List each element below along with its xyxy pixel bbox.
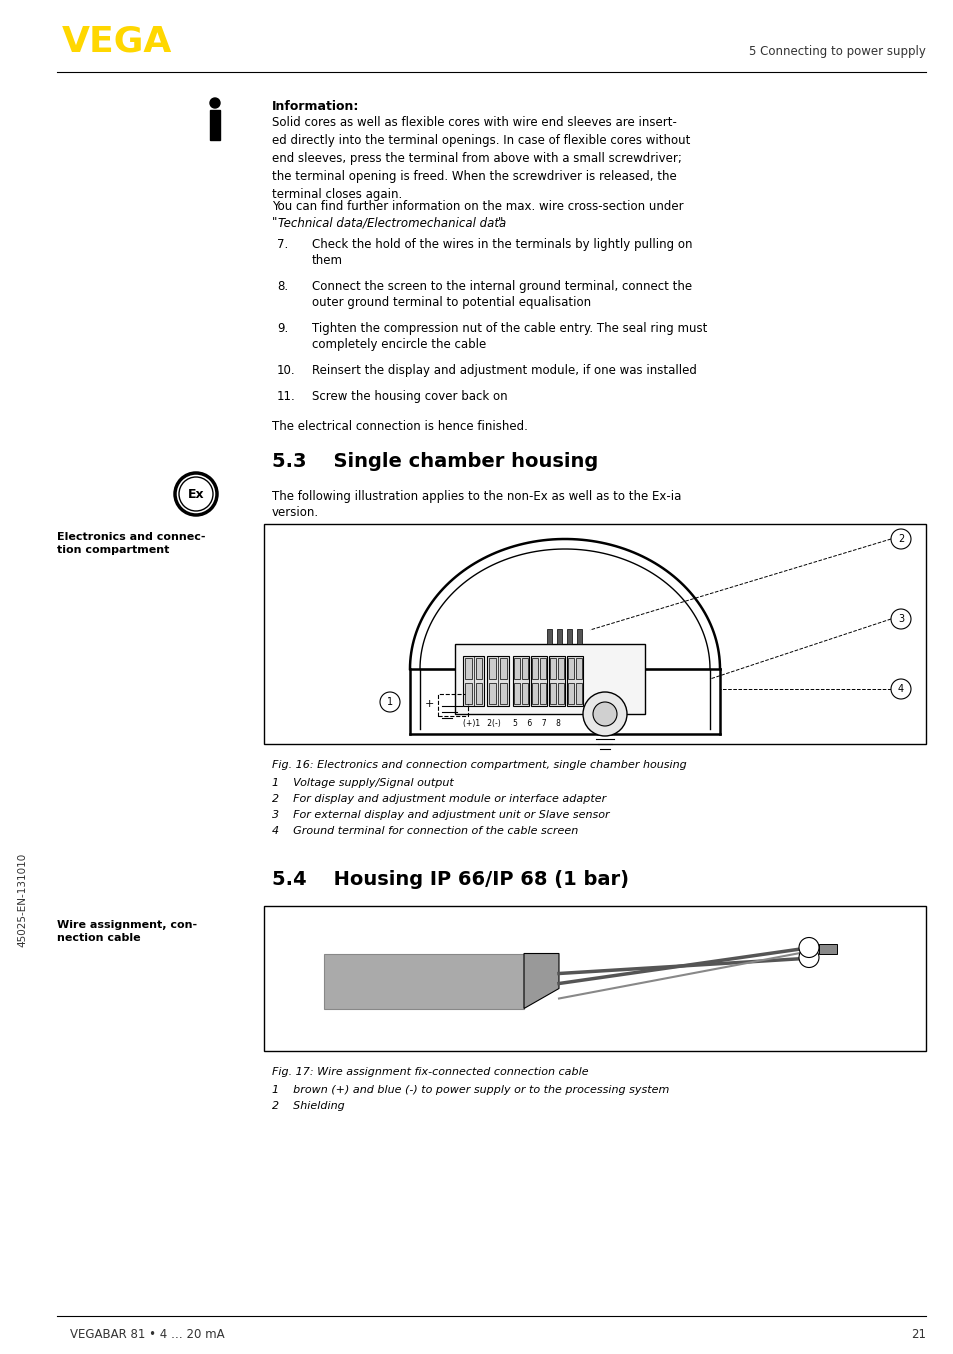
Text: 5.4    Housing IP 66/IP 68 (1 bar): 5.4 Housing IP 66/IP 68 (1 bar) <box>272 871 628 890</box>
Text: Screw the housing cover back on: Screw the housing cover back on <box>312 390 507 403</box>
Bar <box>264 906 925 1051</box>
Text: 1    brown (+) and blue (-) to power supply or to the processing system: 1 brown (+) and blue (-) to power supply… <box>272 1085 669 1095</box>
Text: Wire assignment, con-
nection cable: Wire assignment, con- nection cable <box>57 919 197 944</box>
Bar <box>567 658 574 678</box>
Text: 3    For external display and adjustment unit or Slave sensor: 3 For external display and adjustment un… <box>272 810 609 821</box>
Text: 4    Ground terminal for connection of the cable screen: 4 Ground terminal for connection of the … <box>272 826 578 835</box>
Text: VEGABAR 81 • 4 … 20 mA: VEGABAR 81 • 4 … 20 mA <box>70 1328 224 1340</box>
Circle shape <box>890 529 910 548</box>
Text: Tighten the compression nut of the cable entry. The seal ring must: Tighten the compression nut of the cable… <box>312 322 706 334</box>
Text: 10.: 10. <box>276 364 295 376</box>
Text: 2    Shielding: 2 Shielding <box>272 1101 344 1112</box>
Bar <box>513 655 529 705</box>
Text: ": " <box>272 217 277 229</box>
Text: 5    6    7    8: 5 6 7 8 <box>513 719 560 728</box>
Text: 2    For display and adjustment module or interface adapter: 2 For display and adjustment module or i… <box>272 793 605 804</box>
Bar <box>437 695 468 716</box>
Bar <box>576 658 581 678</box>
Bar <box>521 682 527 704</box>
Bar <box>499 682 506 704</box>
Text: The electrical connection is hence finished.: The electrical connection is hence finis… <box>272 420 527 433</box>
Bar <box>476 682 482 704</box>
Text: 9.: 9. <box>276 322 288 334</box>
Text: 5 Connecting to power supply: 5 Connecting to power supply <box>748 45 925 58</box>
Bar <box>324 953 523 1009</box>
Bar <box>464 682 471 704</box>
Circle shape <box>799 937 818 957</box>
Text: Information:: Information: <box>272 100 359 112</box>
Bar <box>546 630 552 645</box>
Text: 7.: 7. <box>276 238 288 250</box>
Text: completely encircle the cable: completely encircle the cable <box>312 338 486 351</box>
Bar <box>550 658 556 678</box>
Bar <box>567 682 574 704</box>
Bar <box>455 645 644 714</box>
Bar <box>558 658 563 678</box>
Bar <box>576 682 581 704</box>
Bar <box>476 658 482 678</box>
Text: outer ground terminal to potential equalisation: outer ground terminal to potential equal… <box>312 297 591 309</box>
Bar <box>531 655 546 705</box>
Bar <box>532 682 537 704</box>
Bar <box>548 655 564 705</box>
Bar <box>514 658 519 678</box>
Bar <box>264 524 925 743</box>
Bar <box>539 682 545 704</box>
Bar <box>521 658 527 678</box>
Text: 5.3    Single chamber housing: 5.3 Single chamber housing <box>272 452 598 471</box>
Bar <box>514 682 519 704</box>
Text: 21: 21 <box>910 1328 925 1340</box>
Text: The following illustration applies to the non-Ex as well as to the Ex-ia: The following illustration applies to th… <box>272 490 680 502</box>
Bar <box>489 658 496 678</box>
Bar <box>577 630 581 645</box>
Bar <box>487 655 509 705</box>
Text: (+)1   2(-): (+)1 2(-) <box>462 719 500 728</box>
Text: them: them <box>312 255 343 267</box>
Polygon shape <box>523 953 558 1009</box>
Bar <box>558 682 563 704</box>
Text: Fig. 17: Wire assignment fix-connected connection cable: Fig. 17: Wire assignment fix-connected c… <box>272 1067 588 1076</box>
Text: Connect the screen to the internal ground terminal, connect the: Connect the screen to the internal groun… <box>312 280 691 292</box>
Text: Solid cores as well as flexible cores with wire end sleeves are insert-
ed direc: Solid cores as well as flexible cores wi… <box>272 116 690 200</box>
Bar <box>489 682 496 704</box>
Text: +: + <box>424 699 434 709</box>
Bar <box>557 630 561 645</box>
Circle shape <box>593 701 617 726</box>
Text: Ex: Ex <box>188 487 204 501</box>
Text: Fig. 16: Electronics and connection compartment, single chamber housing: Fig. 16: Electronics and connection comp… <box>272 760 686 770</box>
Bar <box>550 682 556 704</box>
Bar <box>464 658 471 678</box>
Circle shape <box>890 609 910 630</box>
Text: 8.: 8. <box>276 280 288 292</box>
Text: ": " <box>497 217 503 229</box>
Circle shape <box>799 948 818 968</box>
Text: VEGA: VEGA <box>62 24 172 58</box>
Bar <box>818 944 836 953</box>
Text: 1    Voltage supply/Signal output: 1 Voltage supply/Signal output <box>272 779 454 788</box>
Text: 11.: 11. <box>276 390 295 403</box>
Text: Electronics and connec-
tion compartment: Electronics and connec- tion compartment <box>57 532 205 555</box>
Bar <box>566 655 582 705</box>
Bar <box>462 655 484 705</box>
Text: 45025-EN-131010: 45025-EN-131010 <box>17 853 27 948</box>
Circle shape <box>210 97 220 108</box>
Text: Technical data/Electromechanical data: Technical data/Electromechanical data <box>277 217 506 229</box>
Bar <box>566 630 572 645</box>
Text: 4: 4 <box>897 684 903 695</box>
Text: Reinsert the display and adjustment module, if one was installed: Reinsert the display and adjustment modu… <box>312 364 696 376</box>
Circle shape <box>890 678 910 699</box>
Text: Check the hold of the wires in the terminals by lightly pulling on: Check the hold of the wires in the termi… <box>312 238 692 250</box>
Text: version.: version. <box>272 506 319 519</box>
Text: 4...20mA: 4...20mA <box>475 653 512 661</box>
Bar <box>532 658 537 678</box>
Bar <box>499 658 506 678</box>
Circle shape <box>379 692 399 712</box>
Circle shape <box>582 692 626 737</box>
Text: 1: 1 <box>387 697 393 707</box>
Bar <box>210 110 220 139</box>
Text: You can find further information on the max. wire cross-section under: You can find further information on the … <box>272 200 683 213</box>
Text: 2: 2 <box>897 533 903 544</box>
Bar <box>539 658 545 678</box>
Text: 3: 3 <box>897 613 903 624</box>
